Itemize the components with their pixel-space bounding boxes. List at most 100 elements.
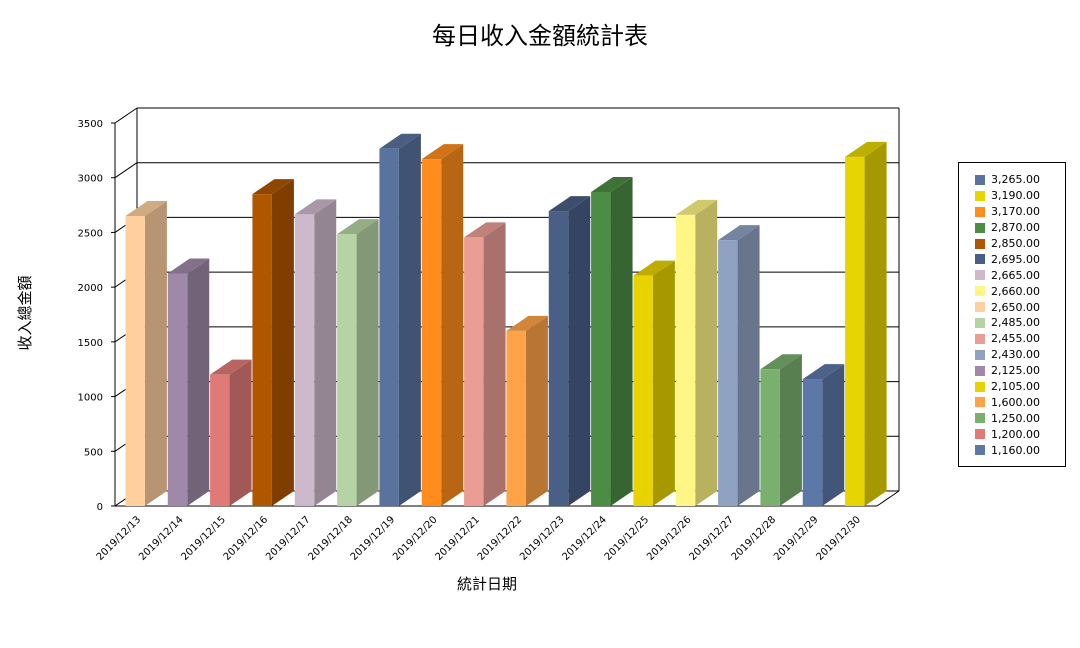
legend-item: 3,265.00 — [959, 172, 1065, 188]
legend-label: 2,650.00 — [991, 300, 1040, 314]
bar-side — [441, 144, 464, 506]
bar-side — [356, 219, 379, 506]
bar — [252, 179, 294, 506]
bar — [845, 141, 887, 506]
x-tick-label: 2019/12/21 — [433, 514, 482, 563]
bar-front — [845, 156, 865, 506]
bars — [125, 133, 887, 507]
bar-top — [337, 219, 379, 235]
bar — [167, 258, 210, 506]
bar-top — [845, 141, 887, 157]
bar-top — [464, 222, 506, 238]
bar-side — [483, 222, 506, 507]
bar-side — [822, 364, 845, 506]
bar — [464, 222, 506, 507]
y-tick-label: 2500 — [78, 228, 103, 239]
bar — [294, 199, 337, 506]
x-tick-label: 2019/12/24 — [560, 514, 609, 563]
y-tick-label: 3500 — [78, 119, 103, 130]
bar — [548, 196, 591, 506]
y-tick-label: 2000 — [78, 283, 103, 294]
gridline-diagonal — [114, 162, 138, 179]
legend-label: 2,430.00 — [991, 348, 1040, 362]
x-tick-label: 2019/12/30 — [814, 514, 863, 563]
legend-swatch — [975, 445, 985, 456]
bar-front — [464, 237, 484, 507]
bar-top — [167, 258, 210, 274]
legend-item: 2,485.00 — [959, 315, 1065, 331]
x-tick-label: 2019/12/19 — [349, 514, 398, 563]
y-tick-label: 1500 — [78, 338, 103, 349]
bar-top — [548, 196, 591, 212]
legend-swatch — [975, 270, 985, 281]
bar — [337, 219, 379, 506]
legend-item: 2,650.00 — [959, 299, 1065, 315]
bar-top — [718, 225, 760, 241]
legend-item: 3,190.00 — [959, 188, 1065, 204]
legend-swatch — [975, 286, 985, 297]
legend-label: 1,160.00 — [991, 443, 1040, 457]
legend-item: 2,665.00 — [959, 267, 1065, 283]
bar-front — [506, 330, 526, 506]
bar-top — [675, 199, 718, 215]
bar-top — [760, 354, 802, 370]
bar-top — [210, 359, 252, 375]
bar-side — [695, 199, 718, 507]
chart-title: 每日收入金額統計表 — [432, 22, 648, 50]
bar — [675, 199, 718, 507]
legend-label: 2,125.00 — [991, 364, 1040, 378]
x-tick-label: 2019/12/27 — [687, 514, 736, 563]
legend-label: 2,870.00 — [991, 221, 1040, 235]
legend-label: 1,600.00 — [991, 395, 1040, 409]
bar-front — [252, 194, 272, 506]
legend-item: 2,695.00 — [959, 251, 1065, 267]
legend-swatch — [975, 381, 985, 392]
bar — [379, 133, 421, 507]
bar-side — [652, 260, 675, 506]
bar-side — [864, 141, 887, 506]
bar-side — [779, 354, 802, 506]
y-tick-label: 3000 — [78, 174, 103, 185]
bar — [633, 260, 675, 506]
bar-side — [568, 196, 591, 506]
legend-item: 1,160.00 — [959, 442, 1065, 458]
legend-item: 2,125.00 — [959, 363, 1065, 379]
x-tick-labels: 2019/12/132019/12/142019/12/152019/12/16… — [95, 514, 863, 563]
legend-swatch — [975, 349, 985, 360]
legend-swatch — [975, 429, 985, 440]
legend: 3,265.00 3,190.00 3,170.00 2,870.00 2,850.00… — [958, 162, 1066, 468]
bar-side — [610, 176, 633, 506]
bar — [591, 176, 633, 506]
bar-side — [314, 199, 337, 506]
x-tick-label: 2019/12/14 — [137, 514, 186, 563]
bar-front — [167, 273, 188, 506]
bar-front — [675, 214, 696, 507]
legend-label: 2,660.00 — [991, 284, 1040, 298]
legend-label: 2,665.00 — [991, 268, 1040, 282]
legend-swatch — [975, 254, 985, 265]
legend-label: 1,250.00 — [991, 411, 1040, 425]
x-tick-label: 2019/12/16 — [222, 514, 271, 563]
bar — [760, 354, 802, 506]
x-tick-label: 2019/12/17 — [264, 514, 313, 563]
legend-swatch — [975, 222, 985, 233]
bar-top — [591, 176, 633, 192]
legend-label: 2,695.00 — [991, 252, 1040, 266]
legend-item: 2,430.00 — [959, 347, 1065, 363]
legend-swatch — [975, 206, 985, 217]
bar-top — [421, 144, 464, 160]
x-tick-label: 2019/12/29 — [772, 514, 821, 563]
bar-top — [294, 199, 337, 215]
bar — [506, 315, 548, 506]
legend-swatch — [975, 238, 985, 249]
y-tick-label: 0 — [97, 502, 103, 513]
bar-front — [210, 374, 230, 506]
legend-item: 2,105.00 — [959, 379, 1065, 395]
y-axis-label: 收入總金額 — [16, 275, 34, 350]
bar-front — [548, 211, 569, 506]
bar-front — [591, 191, 611, 506]
x-tick-label: 2019/12/13 — [95, 514, 144, 563]
legend-item: 2,850.00 — [959, 236, 1065, 252]
legend-item: 1,200.00 — [959, 426, 1065, 442]
bar-side — [187, 258, 210, 506]
